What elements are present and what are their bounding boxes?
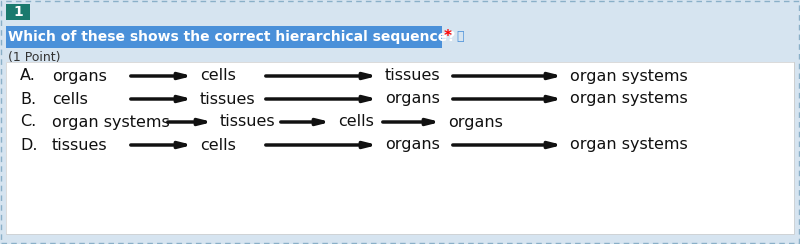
Text: Which of these shows the correct hierarchical sequence?: Which of these shows the correct hierarc… xyxy=(8,30,455,44)
Bar xyxy=(6,62,794,234)
Text: ⎙: ⎙ xyxy=(456,30,463,43)
FancyBboxPatch shape xyxy=(6,4,30,20)
Text: tissues: tissues xyxy=(385,69,441,83)
FancyBboxPatch shape xyxy=(6,62,794,234)
FancyBboxPatch shape xyxy=(6,26,442,48)
Text: (1 Point): (1 Point) xyxy=(8,51,61,64)
Text: C.: C. xyxy=(20,114,36,130)
Text: organ systems: organ systems xyxy=(570,92,688,106)
Text: B.: B. xyxy=(20,92,36,106)
Text: tissues: tissues xyxy=(220,114,276,130)
Text: cells: cells xyxy=(200,138,236,152)
Text: tissues: tissues xyxy=(200,92,256,106)
Text: organs: organs xyxy=(448,114,503,130)
Text: 1: 1 xyxy=(13,5,23,19)
Text: A.: A. xyxy=(20,69,36,83)
Text: organs: organs xyxy=(385,138,440,152)
FancyBboxPatch shape xyxy=(6,62,794,116)
Text: organ systems: organ systems xyxy=(570,69,688,83)
Text: D.: D. xyxy=(20,138,38,152)
Text: organ systems: organ systems xyxy=(570,138,688,152)
Text: organs: organs xyxy=(385,92,440,106)
Text: *: * xyxy=(444,30,452,44)
Text: organs: organs xyxy=(52,69,107,83)
Text: tissues: tissues xyxy=(52,138,108,152)
Text: cells: cells xyxy=(52,92,88,106)
Text: organ systems: organ systems xyxy=(52,114,170,130)
Text: cells: cells xyxy=(200,69,236,83)
Text: cells: cells xyxy=(338,114,374,130)
